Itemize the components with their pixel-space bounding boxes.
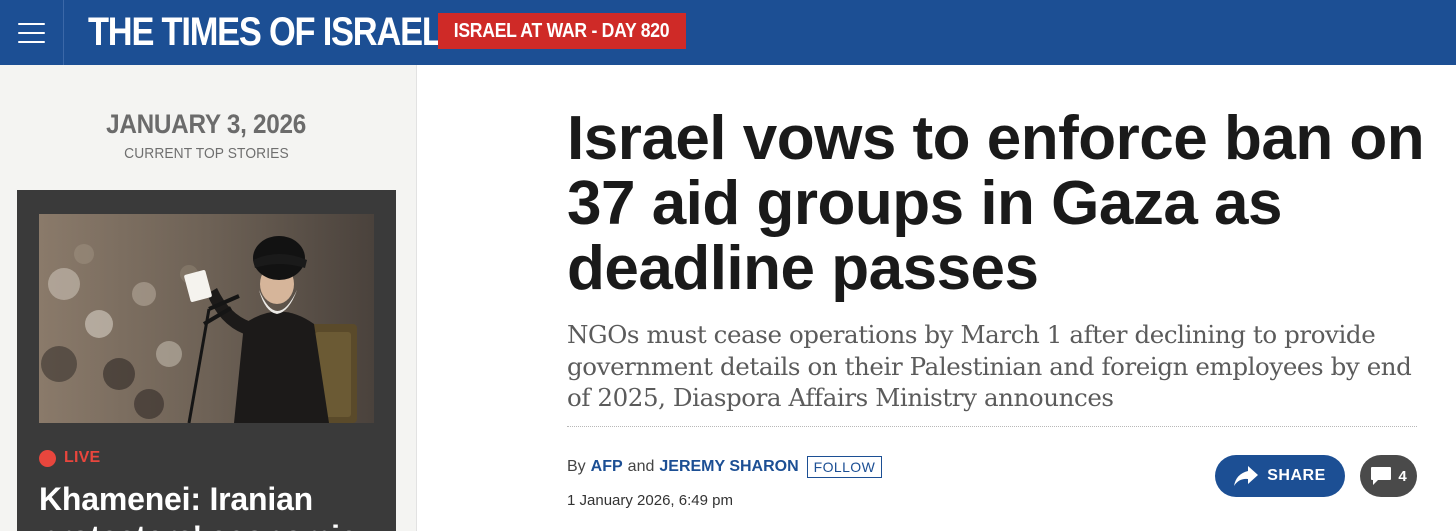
top-story-card[interactable]: LIVE Khamenei: Iranian protesters' econo… bbox=[17, 190, 396, 531]
article-subheadline: NGOs must cease operations by March 1 af… bbox=[567, 320, 1412, 412]
sidebar-date-text: JANUARY 3, 2026 bbox=[106, 109, 307, 139]
top-story-title[interactable]: Khamenei: Iranian protesters' economic bbox=[39, 481, 358, 531]
follow-button[interactable]: FOLLOW bbox=[806, 456, 883, 478]
divider bbox=[567, 426, 1417, 427]
author-afp-link[interactable]: AFP bbox=[590, 458, 623, 475]
site-logo[interactable]: THE TIMES OF ISRAEL bbox=[88, 10, 443, 54]
story-photo-illustration bbox=[39, 214, 374, 423]
story-photo[interactable] bbox=[39, 214, 374, 423]
live-dot-icon bbox=[39, 449, 56, 467]
israel-at-war-badge[interactable]: ISRAEL AT WAR - DAY 820 bbox=[438, 13, 686, 49]
byline-and: and bbox=[627, 458, 655, 475]
byline-by: By bbox=[567, 458, 586, 475]
share-arrow-icon bbox=[1234, 466, 1259, 486]
comments-button[interactable]: 4 bbox=[1360, 455, 1417, 497]
live-label: LIVE bbox=[64, 449, 101, 466]
share-button[interactable]: SHARE bbox=[1215, 455, 1345, 497]
article-headline: Israel vows to enforce ban on 37 aid gro… bbox=[567, 104, 1425, 303]
site-header: THE TIMES OF ISRAEL ISRAEL AT WAR - DAY … bbox=[0, 0, 1456, 65]
live-indicator: LIVE bbox=[39, 448, 100, 468]
article-timestamp: 1 January 2026, 6:49 pm bbox=[567, 492, 733, 509]
hamburger-menu-icon[interactable] bbox=[0, 0, 64, 65]
sidebar-subtitle-text: CURRENT TOP STORIES bbox=[124, 145, 289, 162]
author-jeremy-sharon-link[interactable]: JEREMY SHARON bbox=[659, 458, 799, 475]
comment-count: 4 bbox=[1398, 467, 1407, 485]
sidebar-date: JANUARY 3, 2026 bbox=[0, 109, 413, 140]
top-stories-sidebar: JANUARY 3, 2026 CURRENT TOP STORIES bbox=[0, 65, 417, 531]
comment-bubble-icon bbox=[1371, 467, 1392, 485]
article-byline: By AFP and JEREMY SHARON FOLLOW bbox=[567, 456, 883, 478]
share-button-label: SHARE bbox=[1267, 467, 1326, 484]
sidebar-subtitle: CURRENT TOP STORIES bbox=[0, 145, 413, 162]
war-badge-label: ISRAEL AT WAR - DAY 820 bbox=[454, 19, 670, 42]
